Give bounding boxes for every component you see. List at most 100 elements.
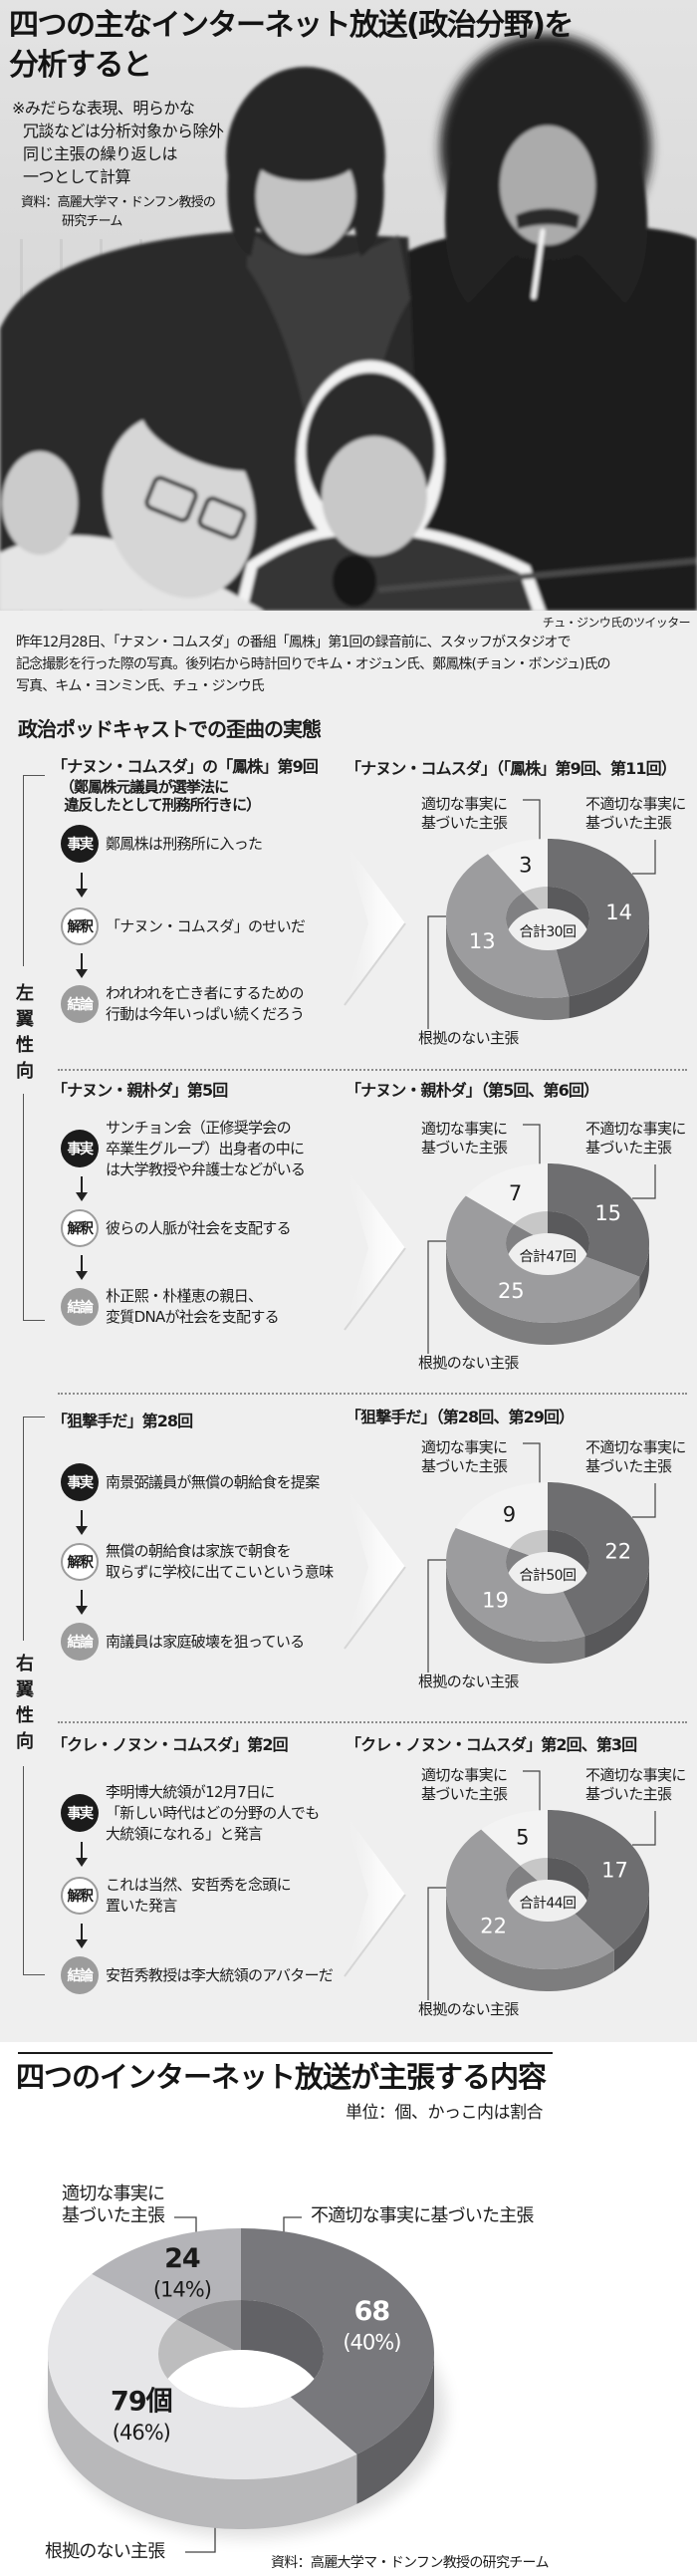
segment-value-label: 25 xyxy=(498,1279,525,1303)
leader-line-baseless xyxy=(427,915,446,1029)
conclusion-badge: 結論 xyxy=(61,1288,99,1326)
conclusion-badge: 結論 xyxy=(61,1956,99,1994)
donut-hole-opening xyxy=(506,1880,589,1922)
donut-segment xyxy=(465,1163,548,1224)
flow-block-nanun-bongju: 「ナヌン・コムスダ」の「鳳株」第9回 （鄭鳳株元議員が選挙法に 違反したとして刑… xyxy=(0,742,697,1071)
segment-value-label: 17 xyxy=(601,1858,628,1882)
segment-value-label: 9 xyxy=(503,1503,516,1527)
summary-legend-inappropriate: 不適切な事実に基づいた主張 xyxy=(311,2205,534,2226)
donut-segment xyxy=(548,839,649,997)
leader-line-baseless xyxy=(427,1559,446,1673)
leader-line-inappropriate xyxy=(632,1164,656,1199)
down-arrow-icon xyxy=(76,1255,88,1280)
donut-hole-opening xyxy=(506,908,589,950)
legend-appropriate: 適切な事実に 基づいた主張 xyxy=(421,1120,508,1157)
donut-hole-opening xyxy=(506,1552,589,1594)
photo-shape xyxy=(377,558,697,593)
segment-value-label: 13 xyxy=(469,929,496,953)
donut-side xyxy=(356,2354,434,2504)
note-line: 一つとして計算 xyxy=(23,167,131,186)
summary-legend-appropriate: 適切な事実に 基づいた主張 xyxy=(62,2184,165,2226)
summary-donut-chart-svg: 68 (40%) 79個 (46%) 24 (14%) xyxy=(48,2216,446,2553)
note-line: ※みだらな表現、明らかな xyxy=(12,99,195,118)
donut-chart: 68 (40%) 79個 (46%) 24 (14%) xyxy=(48,2228,434,2529)
down-arrow-icon xyxy=(76,953,88,978)
fact-node: 事実 鄭鳳株は刑務所に入った xyxy=(61,825,263,863)
episode-title: 「クレ・ノヌン・コムスダ」第2回 xyxy=(52,1735,289,1754)
down-arrow-icon xyxy=(76,1176,88,1201)
segment-value-label: 79個 xyxy=(111,2387,172,2418)
down-arrow-icon xyxy=(76,1510,88,1535)
donut-chart-svg: 15 25 7 合計47回 xyxy=(344,1124,656,1354)
legend-inappropriate: 不適切な事実に 基づいた主張 xyxy=(585,795,686,832)
segment-value-label: 19 xyxy=(482,1588,509,1612)
donut-side xyxy=(446,1890,614,1991)
note-line: 同じ主張の繰り返しは xyxy=(23,144,178,163)
leader-line-appropriate xyxy=(523,1442,541,1487)
fact-node: 事実 南景弼議員が無償の朝給食を提案 xyxy=(61,1463,320,1501)
episode-title: 「ナヌン・コムスダ」の「鳳株」第9回 xyxy=(52,757,319,776)
right-wing-label: 右翼性向 xyxy=(13,1654,34,1757)
bracket-line xyxy=(23,1766,24,1974)
segment-value-label: 22 xyxy=(480,1915,507,1938)
chevron-right-icon xyxy=(345,1166,405,1330)
interpretation-node: 解釈 これは当然、安哲秀を念頭に 置いた発言 xyxy=(61,1876,292,1915)
donut-hole-opening xyxy=(506,1233,589,1275)
photo-shape xyxy=(144,475,198,523)
segment-value-label: 24 xyxy=(164,2243,200,2274)
note-line: 冗談などは分析対象から除外 xyxy=(23,122,224,140)
conclusion-node: 結論 われわれを亡き者にするための 行動は今年いっぱい続くだろう xyxy=(61,984,305,1023)
interpretation-text: 無償の朝給食は家族で朝食を 取らずに学校に出てこいという意味 xyxy=(106,1542,334,1581)
photo-shape xyxy=(576,164,648,304)
donut-chart-svg: 22 19 9 合計50回 xyxy=(344,1442,656,1673)
block-divider xyxy=(58,1721,687,1723)
bracket-line xyxy=(23,1320,45,1321)
conclusion-text: 安哲秀教授は李大統領のアバターだ xyxy=(106,1965,334,1984)
summary-unit-note: 単位：個、かっこ内は割合 xyxy=(346,2103,544,2123)
down-arrow-icon xyxy=(76,1842,88,1867)
leader-line-appropriate xyxy=(523,799,541,844)
legend-inappropriate: 不適切な事実に 基づいた主張 xyxy=(585,1766,686,1803)
photo-shape xyxy=(2,451,78,555)
donut-side xyxy=(446,1562,585,1664)
photo-shape xyxy=(444,164,520,304)
photo-shape xyxy=(516,208,580,229)
chevron-right-icon xyxy=(345,1485,405,1649)
leader-line-baseless xyxy=(427,1887,446,2000)
donut-side xyxy=(446,1243,640,1345)
donut-side xyxy=(584,1562,649,1659)
donut-side xyxy=(446,918,570,1020)
fact-node: 事実 李明博大統領が12月7日に 「新しい時代はどの分野の人でも 大統領になれる… xyxy=(61,1783,320,1843)
interpretation-badge: 解釈 xyxy=(61,907,99,945)
legend-baseless: 根拠のない主張 xyxy=(418,1029,519,1047)
interpretation-badge: 解釈 xyxy=(61,1209,99,1247)
fact-text: 南景弼議員が無償の朝給食を提案 xyxy=(106,1472,320,1491)
donut-segment xyxy=(446,1195,640,1323)
segment-value-label: 5 xyxy=(516,1826,529,1850)
fact-badge: 事実 xyxy=(61,825,99,863)
chevron-shadow xyxy=(344,922,406,1006)
summary-legend-baseless: 根拠のない主張 xyxy=(45,2541,165,2562)
conclusion-text: われわれを亡き者にするための 行動は今年いっぱい続くだろう xyxy=(106,984,305,1023)
block-divider xyxy=(58,1393,687,1395)
episode-title: 「ナヌン・親朴ダ」第5回 xyxy=(52,1081,228,1100)
donut-segment xyxy=(446,1829,614,1969)
chevron-shadow xyxy=(344,1894,406,1977)
legend-inappropriate: 不適切な事実に 基づいた主張 xyxy=(585,1120,686,1157)
header-source-line: 研究チーム xyxy=(62,214,122,229)
segment-value-label: 15 xyxy=(594,1201,621,1225)
chevron-shadow xyxy=(344,1247,406,1331)
segment-percent-label: (46%) xyxy=(113,2421,170,2445)
summary-rule xyxy=(18,2052,553,2054)
fact-text: 李明博大統領が12月7日に 「新しい時代はどの分野の人でも 大統領になれる」と発… xyxy=(106,1782,320,1843)
episode-title: 「狙撃手だ」第28回 xyxy=(52,1412,193,1430)
fact-text: 鄭鳳株は刑務所に入った xyxy=(106,834,263,853)
fact-badge: 事実 xyxy=(61,1130,99,1167)
leader-line-appropriate xyxy=(523,1124,541,1168)
photo-shape xyxy=(197,496,247,540)
interpretation-badge: 解釈 xyxy=(61,1543,99,1581)
donut-segment xyxy=(92,2228,241,2320)
leader-line-inappropriate xyxy=(632,1483,656,1518)
photo-credit: チュ・ジンウ氏のツイッター xyxy=(542,616,691,630)
left-wing-label: 左翼性向 xyxy=(13,983,34,1087)
